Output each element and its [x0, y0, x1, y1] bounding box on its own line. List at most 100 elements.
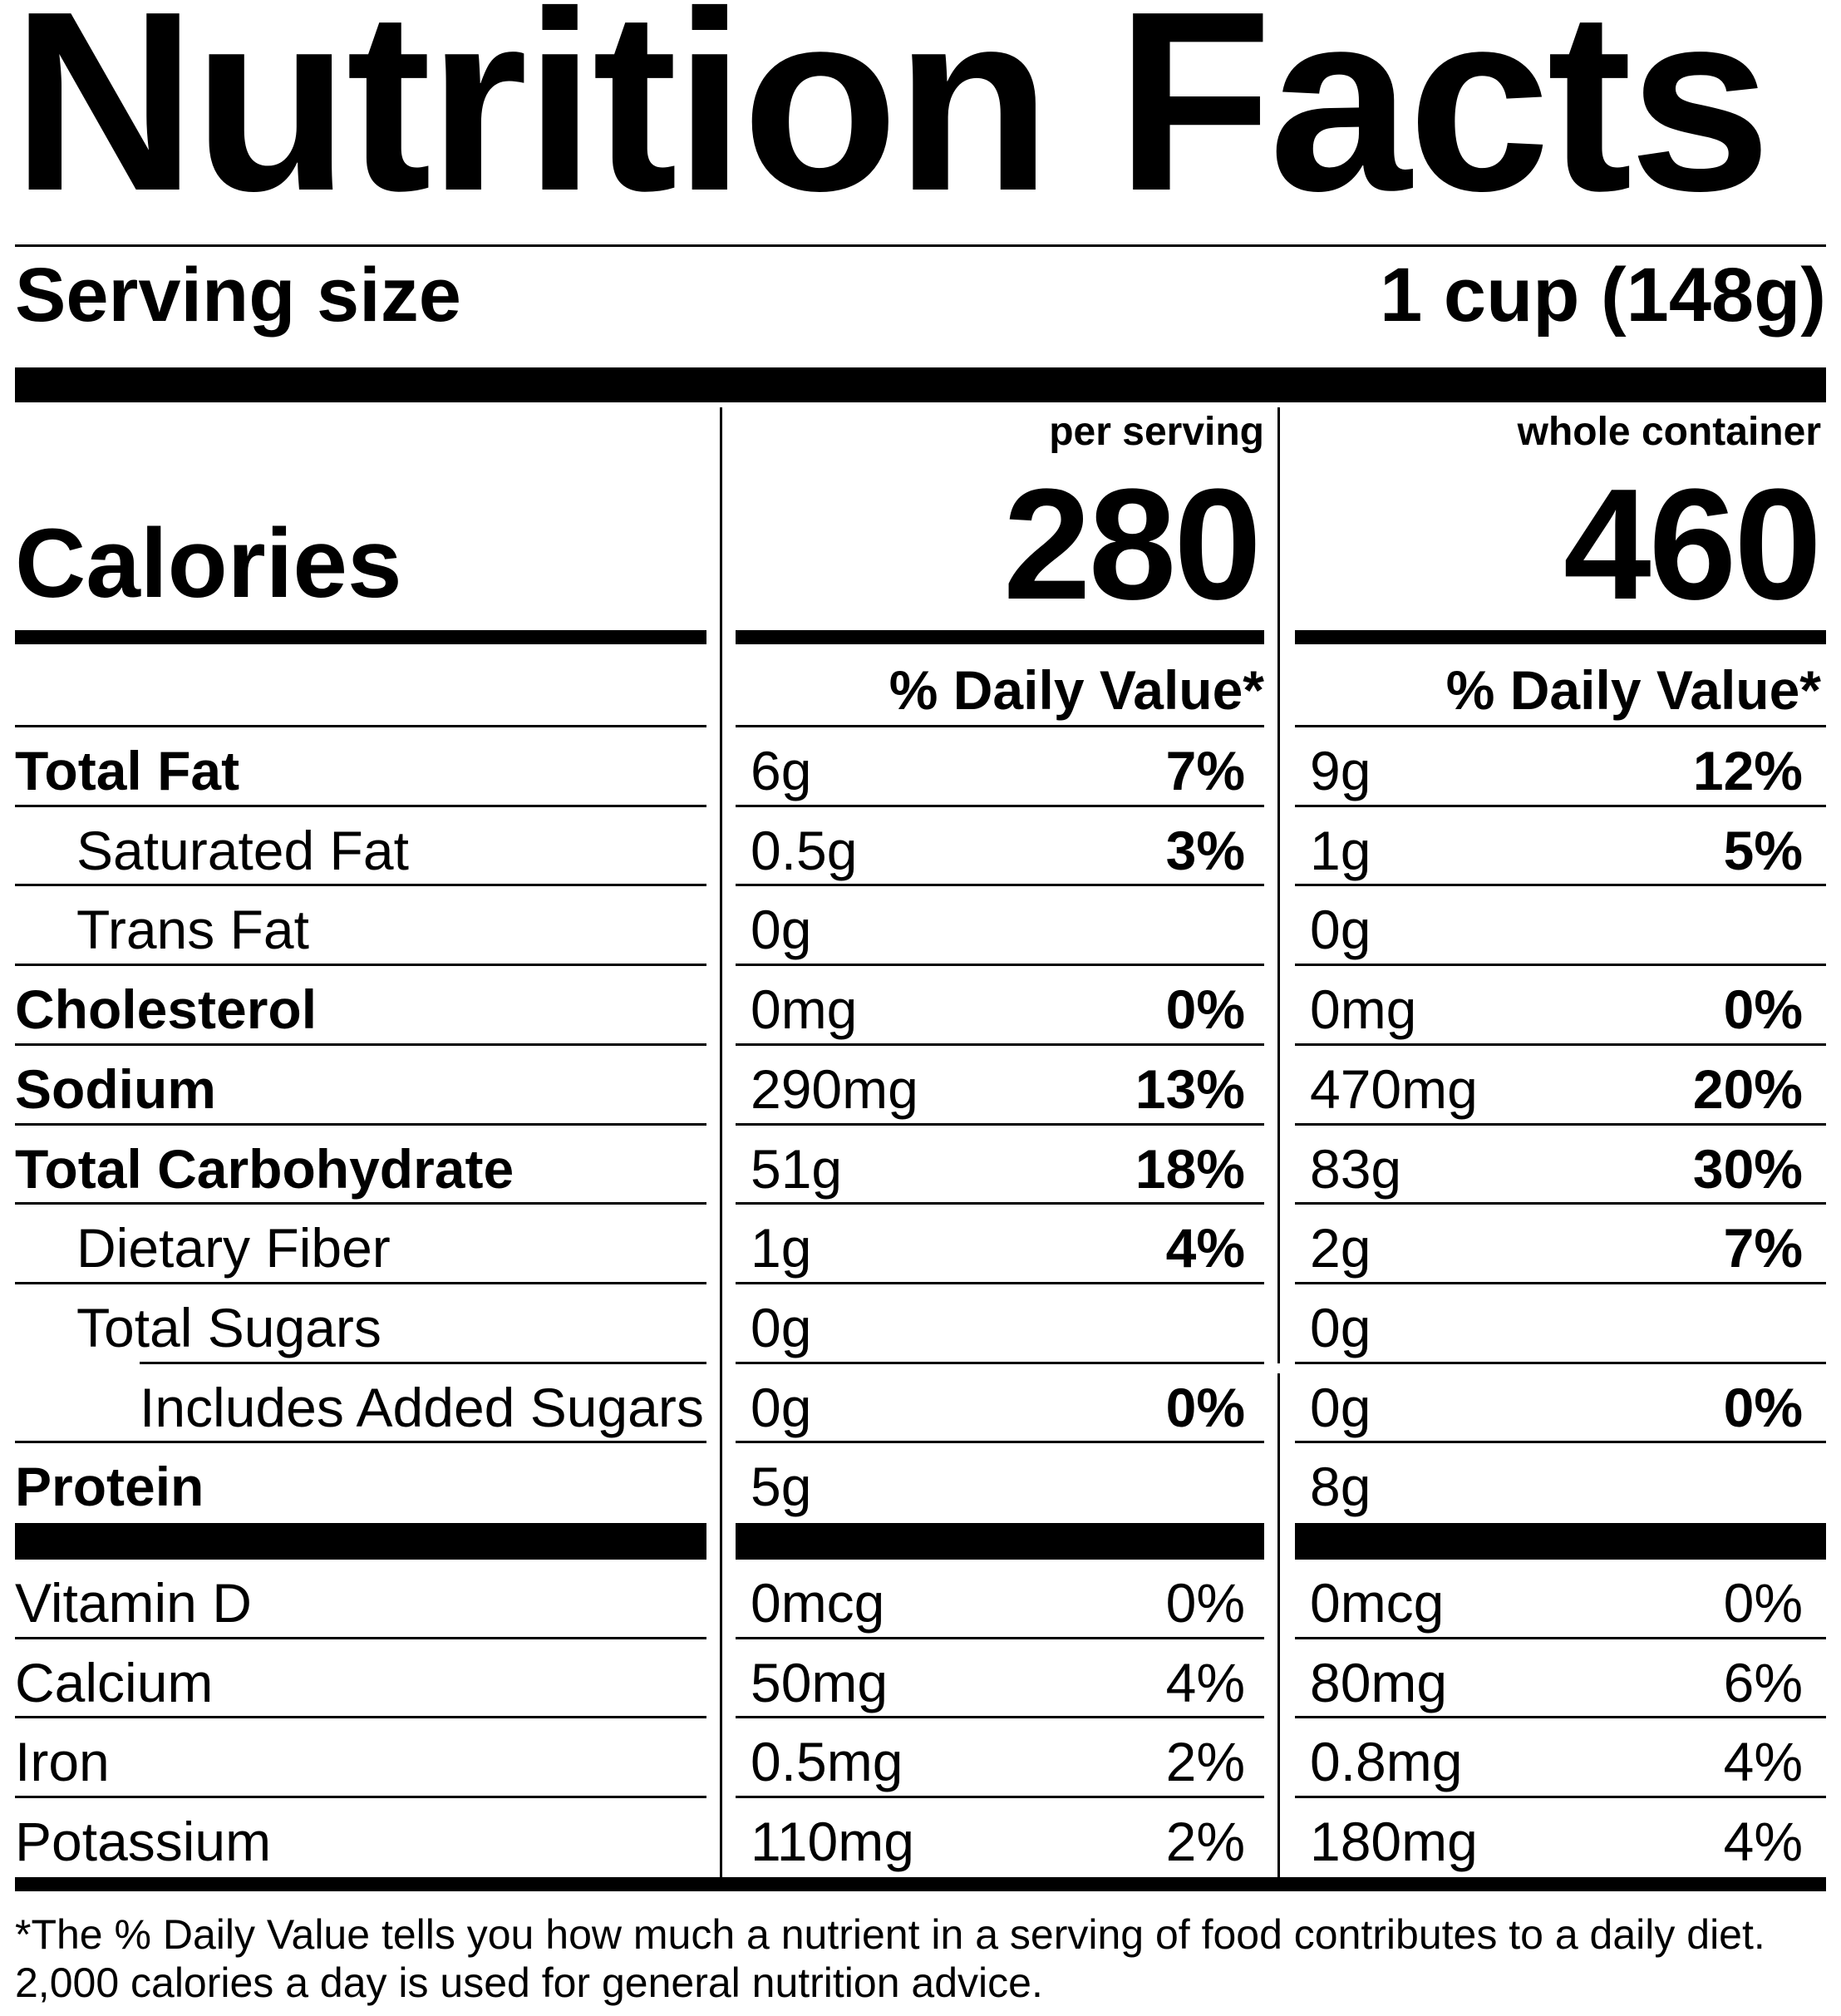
row-divider: [736, 1282, 1264, 1284]
footnote-line-1: *The % Daily Value tells you how much a …: [15, 1911, 1765, 1958]
nutrient-row: Sodium 290mg 13% 470mg 20%: [0, 1046, 1841, 1126]
nutrient-row: Protein 5g 8g: [0, 1443, 1841, 1523]
row-divider: [15, 1441, 706, 1443]
serving-amount: 0mg: [751, 978, 858, 1040]
row-divider: [15, 1282, 706, 1284]
row-divider: [736, 1796, 1264, 1798]
row-divider: [736, 1716, 1264, 1718]
serving-amount: 0.5mg: [751, 1731, 903, 1792]
nutrient-name: Cholesterol: [15, 978, 317, 1040]
row-divider: [736, 1202, 1264, 1205]
container-daily-value: 20%: [1692, 1058, 1803, 1120]
row-divider: [1295, 1043, 1826, 1046]
row-divider: [1295, 1362, 1826, 1364]
divider-thick: [15, 1523, 706, 1560]
container-amount: 470mg: [1310, 1058, 1478, 1120]
row-divider: [736, 884, 1264, 886]
nutrient-row: Includes Added Sugars 0g 0% 0g 0%: [0, 1364, 1841, 1444]
nutrient-row: Trans Fat 0g 0g: [0, 886, 1841, 966]
nutrient-name: Protein: [15, 1456, 204, 1517]
row-divider: [736, 1123, 1264, 1126]
nutrient-row: Potassium 110mg 2% 180mg 4%: [0, 1798, 1841, 1878]
row-divider: [1295, 1637, 1826, 1639]
container-amount: 9g: [1310, 740, 1371, 801]
serving-daily-value: 4%: [1165, 1217, 1245, 1279]
nutrient-row: Total Sugars 0g 0g: [0, 1284, 1841, 1364]
serving-daily-value: 18%: [1135, 1138, 1245, 1200]
nutrient-name: Sodium: [15, 1058, 216, 1120]
row-divider: [15, 1637, 706, 1639]
serving-amount: 0.5g: [751, 820, 858, 881]
row-divider: [15, 884, 706, 886]
divider-thick: [1295, 1523, 1826, 1560]
row-divider: [736, 805, 1264, 807]
nutrient-row: Total Fat 6g 7% 9g 12%: [0, 727, 1841, 807]
row-divider: [1295, 1716, 1826, 1718]
nutrient-row: Total Carbohydrate 51g 18% 83g 30%: [0, 1126, 1841, 1205]
serving-daily-value: 2%: [1165, 1731, 1245, 1792]
container-daily-value: 0%: [1723, 978, 1803, 1040]
row-divider: [736, 964, 1264, 966]
serving-amount: 0g: [751, 1377, 812, 1438]
footnote-line-2: 2,000 calories a day is used for general…: [15, 1959, 1043, 2006]
calories-per-serving: 280: [1002, 456, 1262, 633]
serving-daily-value: 2%: [1165, 1811, 1245, 1872]
container-daily-value: 4%: [1723, 1811, 1803, 1872]
container-amount: 0g: [1310, 1297, 1371, 1358]
container-amount: 0mg: [1310, 978, 1417, 1040]
daily-value-header-container: % Daily Value*: [1445, 659, 1821, 721]
calories-label: Calories: [15, 509, 402, 619]
divider-thin: [15, 244, 1826, 247]
serving-amount: 51g: [751, 1138, 843, 1200]
container-daily-value: 0%: [1723, 1377, 1803, 1438]
nutrient-row: Vitamin D 0mcg 0% 0mcg 0%: [0, 1560, 1841, 1639]
container-daily-value: 6%: [1723, 1652, 1803, 1713]
row-divider: [736, 1637, 1264, 1639]
serving-size-label: Serving size: [15, 253, 461, 338]
row-divider: [140, 1362, 706, 1364]
divider-medium: [1295, 630, 1826, 644]
row-divider: [736, 1441, 1264, 1443]
serving-amount: 0g: [751, 899, 812, 960]
serving-daily-value: 4%: [1165, 1652, 1245, 1713]
calories-whole-container: 460: [1563, 456, 1822, 633]
nutrient-row: Cholesterol 0mg 0% 0mg 0%: [0, 966, 1841, 1046]
row-divider: [736, 725, 1264, 727]
row-divider: [15, 964, 706, 966]
row-divider: [15, 1043, 706, 1046]
serving-size-value: 1 cup (148g): [1380, 253, 1826, 338]
nutrient-row: Calcium 50mg 4% 80mg 6%: [0, 1639, 1841, 1719]
divider-thick: [736, 1523, 1264, 1560]
divider-medium: [736, 630, 1264, 644]
nutrient-row: Dietary Fiber 1g 4% 2g 7%: [0, 1205, 1841, 1284]
nutrient-name: Total Fat: [15, 740, 240, 801]
container-amount: 2g: [1310, 1217, 1371, 1279]
row-divider: [15, 1123, 706, 1126]
container-daily-value: 4%: [1723, 1731, 1803, 1792]
row-divider: [15, 1796, 706, 1798]
row-divider: [1295, 1202, 1826, 1205]
footnote: *The % Daily Value tells you how much a …: [15, 1910, 1765, 2007]
container-amount: 8g: [1310, 1456, 1371, 1517]
daily-value-header-serving: % Daily Value*: [889, 659, 1264, 721]
nutrient-row: Saturated Fat 0.5g 3% 1g 5%: [0, 807, 1841, 887]
nutrient-row: Iron 0.5mg 2% 0.8mg 4%: [0, 1718, 1841, 1798]
row-divider: [15, 1716, 706, 1718]
serving-amount: 0mcg: [751, 1572, 885, 1634]
per-serving-header: per serving: [1049, 410, 1264, 454]
row-divider: [1295, 964, 1826, 966]
serving-amount: 50mg: [751, 1652, 889, 1713]
whole-container-header: whole container: [1517, 410, 1821, 454]
divider-thick: [15, 367, 1826, 402]
serving-daily-value: 0%: [1165, 978, 1245, 1040]
column-separator: [720, 407, 722, 1877]
container-amount: 0.8mg: [1310, 1731, 1463, 1792]
row-divider: [1295, 1441, 1826, 1443]
nutrient-name: Total Sugars: [76, 1297, 381, 1358]
nutrient-name: Total Carbohydrate: [15, 1138, 514, 1200]
container-daily-value: 30%: [1692, 1138, 1803, 1200]
container-amount: 0g: [1310, 1377, 1371, 1438]
container-amount: 0mcg: [1310, 1572, 1445, 1634]
serving-daily-value: 0%: [1165, 1377, 1245, 1438]
nutrient-name: Potassium: [15, 1811, 272, 1872]
